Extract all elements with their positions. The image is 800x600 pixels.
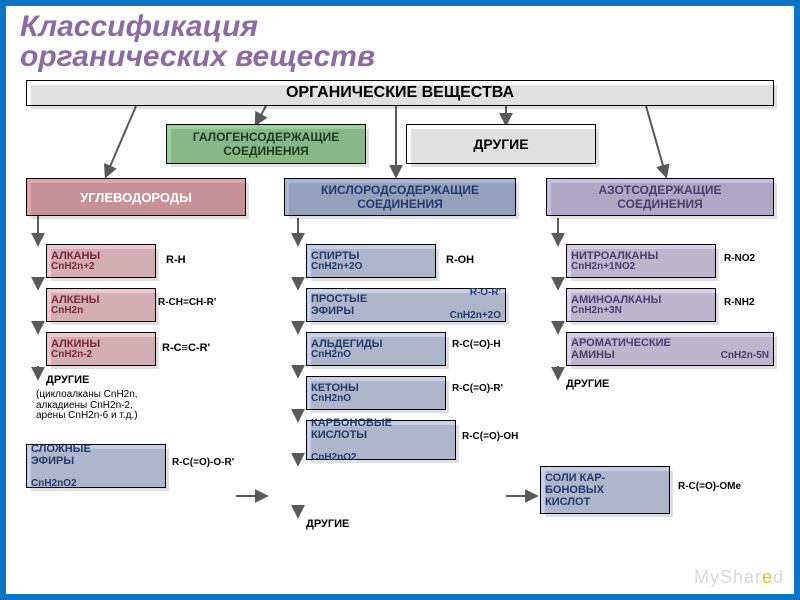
cell-alkiny: АЛКИНЫ CnH2n-2 [46, 332, 156, 366]
cat-hydro-text: УГЛЕВОДОРОДЫ [80, 190, 192, 205]
other-top-text: ДРУГИЕ [473, 136, 528, 152]
nitroalkany-formula: CnH2n+1NO2 [571, 262, 711, 273]
alkiny-formula: CnH2n-2 [51, 350, 151, 361]
box-organic-substances: ОРГАНИЧЕСКИЕ ВЕЩЕСТВА [26, 80, 774, 106]
alkiny-r: R-C≡C-R' [162, 342, 210, 354]
alkeny-formula: CnH2n [51, 306, 151, 317]
hydro-other-note: (циклоалканы CnH2n, алкадиены CnH2n-2, а… [36, 390, 256, 422]
page-title: Классификация органических веществ [20, 12, 375, 72]
aldegidy-formula: CnH2nO [311, 350, 441, 361]
spirty-name: СПИРТЫ [311, 250, 431, 262]
cell-soli: СОЛИ КАР- БОНОВЫХ КИСЛОТ [540, 466, 670, 514]
cell-ketony: КЕТОНЫ CnH2nO [306, 376, 446, 410]
alkany-r: R-H [166, 254, 186, 266]
wm-pre: MyShar [694, 567, 762, 587]
alkeny-r: R-CH=CH-R' [158, 298, 216, 309]
kisloty-name: КАРБОНОВЫЕ КИСЛОТЫ [311, 417, 451, 441]
arom-aminy-name: АРОМАТИЧЕСКИЕ АМИНЫ [571, 337, 671, 361]
aminoalkany-name: АМИНОАЛКАНЫ [571, 294, 711, 306]
cell-alkany: АЛКАНЫ CnH2n+2 [46, 244, 156, 278]
arom-aminy-formula: CnH2n-5N [721, 351, 769, 362]
cell-aminoalkany: АМИНОАЛКАНЫ CnH2n+3N [566, 288, 716, 322]
oxy-other: ДРУГИЕ [306, 518, 349, 530]
spirty-formula: CnH2n+2O [311, 262, 431, 273]
alkany-formula: CnH2n+2 [51, 262, 151, 273]
cat-oxy-text: КИСЛОРОДСОДЕРЖАЩИЕ СОЕДИНЕНИЯ [321, 183, 479, 211]
efiry-r: R-O-R' [450, 288, 501, 299]
esters-formula: CnH2nO2 [31, 479, 161, 490]
kisloty-formula: CnH2nO2 [311, 453, 451, 464]
box-halogen: ГАЛОГЕНСОДЕРЖАЩИЕ СОЕДИНЕНИЯ [166, 124, 366, 164]
soli-r: R-C(=O)-OMe [678, 482, 741, 493]
spirty-r: R-OH [446, 254, 474, 266]
cell-spirty: СПИРТЫ CnH2n+2O [306, 244, 436, 278]
wm-post: d [773, 567, 784, 587]
header-text: ОРГАНИЧЕСКИЕ ВЕЩЕСТВА [286, 84, 514, 102]
alkeny-name: АЛКЕНЫ [51, 294, 151, 306]
cat-hydrocarbons: УГЛЕВОДОРОДЫ [26, 178, 246, 216]
halogen-text: ГАЛОГЕНСОДЕРЖАЩИЕ СОЕДИНЕНИЯ [193, 130, 339, 158]
cell-alkeny: АЛКЕНЫ CnH2n [46, 288, 156, 322]
cell-karbon-kisloty: КАРБОНОВЫЕ КИСЛОТЫ CnH2nO2 [306, 420, 456, 460]
cell-nitroalkany: НИТРОАЛКАНЫ CnH2n+1NO2 [566, 244, 716, 278]
nitro-other: ДРУГИЕ [566, 378, 609, 390]
hydro-other-label: ДРУГИЕ [46, 374, 89, 386]
aminoalkany-r: R-NH2 [724, 298, 755, 309]
cell-prostye-efiry: ПРОСТЫЕ ЭФИРЫ R-O-R' CnH2n+2O [306, 288, 506, 322]
outer-frame: Классификация органических веществ ОРГАН… [0, 0, 800, 600]
cat-nitro-text: АЗОТСОДЕРЖАЩИЕ СОЕДИНЕНИЯ [599, 183, 722, 211]
esters-r: R-C(=O)-O-R' [172, 458, 234, 469]
soli-name: СОЛИ КАР- БОНОВЫХ КИСЛОТ [545, 472, 665, 508]
cell-aldegidy: АЛЬДЕГИДЫ CnH2nO [306, 332, 446, 366]
wm-accent: e [762, 567, 773, 587]
esters-name: СЛОЖНЫЕ ЭФИРЫ [31, 443, 161, 467]
watermark: MyShared [694, 567, 784, 588]
cat-oxygen: КИСЛОРОДСОДЕРЖАЩИЕ СОЕДИНЕНИЯ [284, 178, 516, 216]
aminoalkany-formula: CnH2n+3N [571, 306, 711, 317]
cat-nitrogen: АЗОТСОДЕРЖАЩИЕ СОЕДИНЕНИЯ [546, 178, 774, 216]
aldegidy-r: R-C(=O)-H [452, 340, 501, 351]
diagram-sheet: Классификация органических веществ ОРГАН… [6, 6, 794, 594]
efiry-formula: CnH2n+2O [450, 311, 501, 322]
title-line2: органических веществ [20, 42, 375, 72]
cell-esters: СЛОЖНЫЕ ЭФИРЫ CnH2nO2 [26, 444, 166, 488]
alkany-name: АЛКАНЫ [51, 250, 151, 262]
efiry-name: ПРОСТЫЕ ЭФИРЫ [311, 293, 367, 317]
box-other-top: ДРУГИЕ [406, 124, 596, 164]
cell-arom-aminy: АРОМАТИЧЕСКИЕ АМИНЫ CnH2n-5N [566, 332, 774, 366]
ketony-r: R-C(=O)-R' [452, 384, 503, 395]
title-line1: Классификация [20, 12, 375, 42]
ketony-formula: CnH2nO [311, 394, 441, 405]
kisloty-r: R-C(=O)-OH [462, 432, 518, 443]
ketony-name: КЕТОНЫ [311, 382, 441, 394]
nitroalkany-name: НИТРОАЛКАНЫ [571, 250, 711, 262]
alkiny-name: АЛКИНЫ [51, 338, 151, 350]
aldegidy-name: АЛЬДЕГИДЫ [311, 338, 441, 350]
nitroalkany-r: R-NO2 [724, 254, 755, 265]
